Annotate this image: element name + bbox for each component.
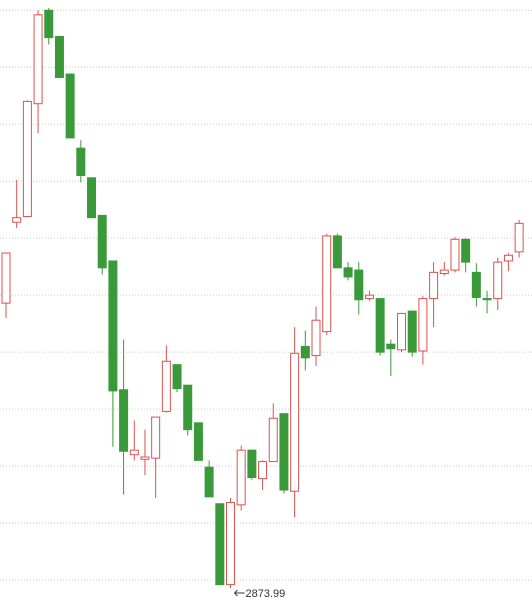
annotation: 2873.99 (245, 588, 285, 600)
candle-body (279, 413, 289, 491)
candle-body (268, 417, 278, 463)
candle-body (311, 319, 321, 357)
candle-body (439, 269, 449, 275)
candle-body (461, 238, 471, 263)
candle-body (386, 343, 396, 350)
candle-body (215, 503, 225, 586)
candle-body (193, 422, 203, 461)
candle-body (44, 9, 54, 39)
candle-body (87, 177, 97, 219)
candle-body (140, 456, 150, 460)
candle-body (97, 214, 107, 269)
candle-body (236, 449, 246, 506)
candle-body (418, 298, 428, 352)
candle-body (290, 352, 300, 492)
candle-body (397, 312, 407, 351)
candle-body (183, 384, 193, 431)
candle-body (343, 267, 353, 278)
candle-body (22, 100, 32, 218)
candle-body (429, 271, 439, 300)
candle-body (503, 254, 513, 262)
candle-body (354, 269, 364, 301)
candle-body (172, 364, 182, 390)
candle-body (129, 449, 139, 456)
candle-body (258, 461, 268, 480)
candle-body (300, 345, 310, 359)
candle-body (407, 310, 417, 353)
candle-body (108, 260, 118, 392)
candle-body (204, 466, 214, 498)
candle-body (76, 147, 86, 177)
annotation-arrow (234, 589, 245, 597)
candle-body (482, 298, 492, 301)
candle-body (332, 235, 342, 269)
candle-body (375, 298, 385, 353)
candle-body (322, 235, 332, 333)
candle-body (225, 502, 235, 586)
candle-body (493, 261, 503, 300)
candle-body (54, 35, 64, 78)
candle-body (12, 217, 22, 223)
candle-body (450, 238, 460, 271)
candle-body (247, 449, 257, 479)
candle-body (119, 389, 129, 452)
candle-body (161, 360, 171, 412)
candle-body (65, 73, 75, 139)
candle-body (151, 416, 161, 459)
candle-body (1, 252, 11, 304)
candle-body (364, 294, 374, 300)
candle-body (471, 271, 481, 298)
candle-body (33, 14, 43, 105)
candle-body (514, 222, 524, 253)
